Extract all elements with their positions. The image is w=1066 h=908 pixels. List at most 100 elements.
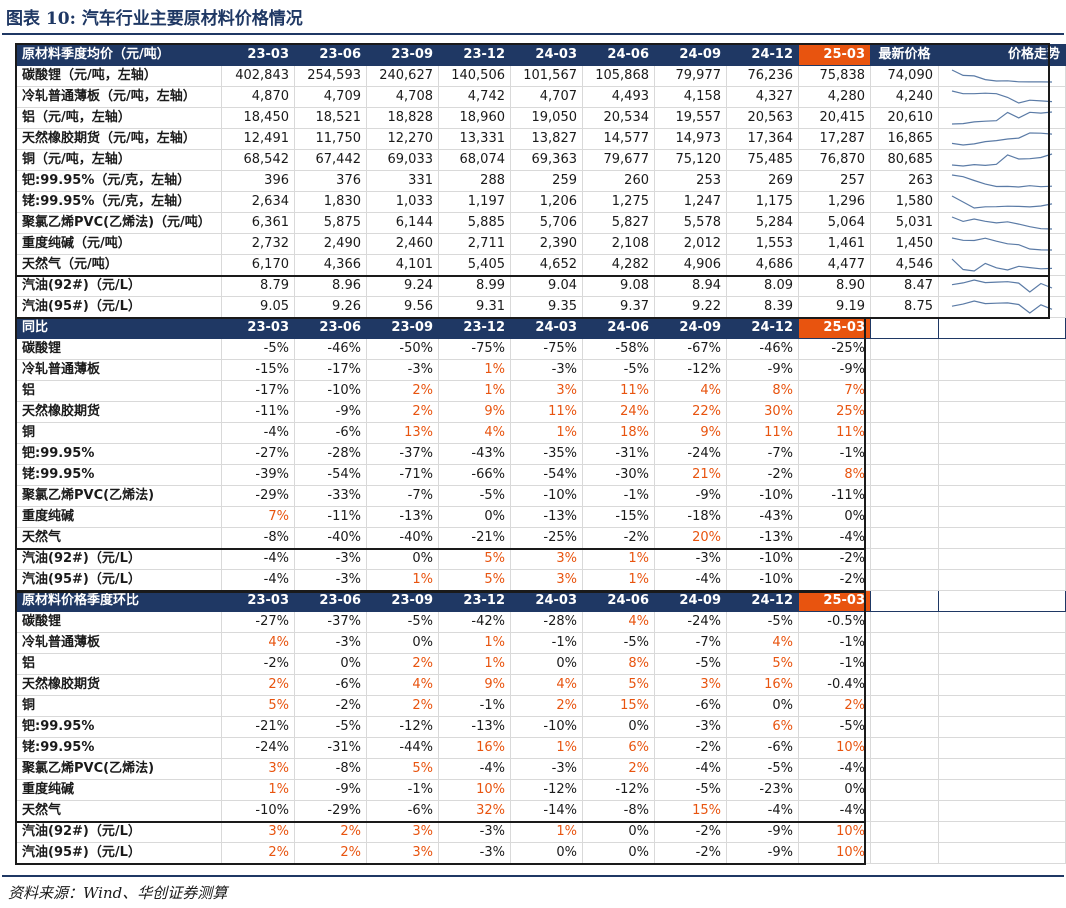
- header-period: 23-06: [294, 317, 367, 339]
- change-cell: 8%: [726, 380, 799, 402]
- price-cell: 259: [510, 170, 583, 192]
- change-cell: -1%: [510, 632, 583, 654]
- price-trend-sparkline: [938, 254, 1066, 276]
- price-cell: 18,828: [366, 107, 439, 129]
- header-period: 23-09: [366, 44, 439, 66]
- price-cell: 4,870: [221, 86, 295, 108]
- change-cell: 4%: [654, 380, 727, 402]
- price-cell: 79,977: [654, 65, 727, 87]
- row-label: 聚氯乙烯PVC(乙烯法): [16, 758, 222, 780]
- change-cell: -13%: [510, 506, 583, 528]
- latest-price-cell: 8.75: [870, 296, 939, 318]
- sparkline-line: [951, 90, 1053, 104]
- change-cell: -2%: [726, 464, 799, 486]
- latest-price-cell: 74,090: [870, 65, 939, 87]
- blank-cell: [938, 317, 1066, 339]
- change-cell: 5%: [726, 653, 799, 675]
- price-row: 碳酸锂（元/吨，左轴） 402,843 254,593 240,627 140,506 1…: [16, 65, 1066, 87]
- change-cell: 6%: [582, 737, 655, 759]
- change-cell: -71%: [366, 464, 439, 486]
- price-cell: 1,197: [438, 191, 511, 213]
- price-trend-sparkline: [938, 233, 1066, 255]
- price-cell: 1,247: [654, 191, 727, 213]
- blank-cell: [938, 485, 1066, 507]
- blank-cell: [870, 317, 939, 339]
- row-label: 钯:99.95%（元/克，左轴）: [16, 170, 222, 192]
- sparkline-line: [951, 174, 1053, 188]
- change-cell: -3%: [366, 359, 439, 381]
- change-cell: 0%: [582, 842, 655, 864]
- price-trend-sparkline: [938, 149, 1066, 171]
- change-cell: -8%: [221, 527, 295, 549]
- row-label: 聚氯乙烯PVC(乙烯法): [16, 485, 222, 507]
- price-cell: 8.99: [438, 275, 511, 297]
- qoq-row: 铜 5% -2% 2% -1% 2% 15% -6% 0% 2%: [16, 695, 1066, 717]
- change-cell: 25%: [798, 401, 871, 423]
- header-period: 23-12: [438, 44, 511, 66]
- change-cell: 9%: [654, 422, 727, 444]
- price-cell: 4,708: [366, 86, 439, 108]
- row-label: 天然橡胶期货: [16, 401, 222, 423]
- price-table: 原材料季度均价（元/吨） 23-03 23-06 23-09 23-12 24-03 24-…: [16, 44, 1066, 864]
- price-cell: 18,521: [294, 107, 367, 129]
- change-cell: 24%: [582, 401, 655, 423]
- change-cell: -10%: [726, 485, 799, 507]
- change-cell: -4%: [654, 569, 727, 591]
- change-cell: 9%: [438, 674, 511, 696]
- change-cell: -5%: [582, 359, 655, 381]
- change-cell: -2%: [294, 695, 367, 717]
- row-label: 铑:99.95%（元/克，左轴）: [16, 191, 222, 213]
- change-cell: 3%: [221, 758, 295, 780]
- change-cell: 8%: [798, 464, 871, 486]
- price-cell: 2,732: [221, 233, 295, 255]
- change-cell: -4%: [798, 527, 871, 549]
- change-cell: 1%: [438, 653, 511, 675]
- change-cell: 2%: [366, 401, 439, 423]
- price-cell: 1,033: [366, 191, 439, 213]
- blank-cell: [870, 422, 939, 444]
- change-cell: -7%: [366, 485, 439, 507]
- sparkline-line: [951, 300, 1053, 314]
- change-cell: -24%: [654, 611, 727, 633]
- change-cell: 4%: [726, 632, 799, 654]
- change-cell: -4%: [438, 758, 511, 780]
- price-cell: 376: [294, 170, 367, 192]
- price-cell: 14,973: [654, 128, 727, 150]
- blank-cell: [938, 338, 1066, 360]
- price-cell: 2,390: [510, 233, 583, 255]
- price-row: 天然气（元/吨） 6,170 4,366 4,101 5,405 4,652 4,282 4,…: [16, 254, 1066, 276]
- change-cell: -6%: [726, 737, 799, 759]
- price-cell: 67,442: [294, 149, 367, 171]
- price-cell: 140,506: [438, 65, 511, 87]
- change-cell: -5%: [798, 716, 871, 738]
- price-trend-sparkline: [938, 86, 1066, 108]
- row-label: 钯:99.95%: [16, 443, 222, 465]
- change-cell: 4%: [582, 611, 655, 633]
- change-cell: -2%: [654, 737, 727, 759]
- header-period: 24-09: [654, 44, 727, 66]
- blank-cell: [870, 443, 939, 465]
- sparkline-line: [951, 258, 1053, 272]
- change-cell: -46%: [294, 338, 367, 360]
- change-cell: -3%: [294, 548, 367, 570]
- change-cell: -8%: [582, 800, 655, 822]
- change-cell: -2%: [221, 653, 295, 675]
- price-row: 铜（元/吨，左轴） 68,542 67,442 69,033 68,074 69,363 7…: [16, 149, 1066, 171]
- blank-cell: [938, 569, 1066, 591]
- change-cell: -17%: [294, 359, 367, 381]
- row-label: 冷轧普通薄板: [16, 359, 222, 381]
- price-cell: 19,050: [510, 107, 583, 129]
- blank-cell: [870, 779, 939, 801]
- price-cell: 254,593: [294, 65, 367, 87]
- row-label: 钯:99.95%: [16, 716, 222, 738]
- price-cell: 8.39: [726, 296, 799, 318]
- price-cell: 2,012: [654, 233, 727, 255]
- change-cell: -3%: [438, 842, 511, 864]
- price-cell: 402,843: [221, 65, 295, 87]
- sparkline-line: [951, 111, 1053, 125]
- yoy-row: 重度纯碱 7% -11% -13% 0% -13% -15% -18% -43% 0%: [16, 506, 1066, 528]
- header-row: 原材料价格季度环比 23-03 23-06 23-09 23-12 24-03 24-06 2…: [16, 590, 1066, 612]
- change-cell: -12%: [510, 779, 583, 801]
- row-label: 铜（元/吨，左轴）: [16, 149, 222, 171]
- price-cell: 4,477: [798, 254, 871, 276]
